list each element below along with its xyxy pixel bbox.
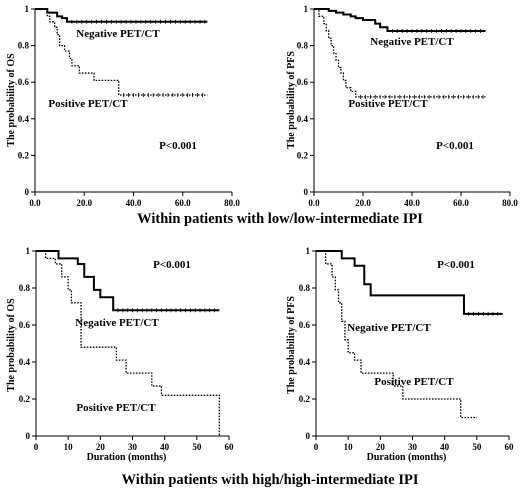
y-tick-label: 0 <box>26 431 31 441</box>
y-tick-label: 0 <box>304 187 309 197</box>
p-value-label: P<0.001 <box>436 140 474 152</box>
x-tick-label: 20.0 <box>76 198 92 208</box>
km-curve-negative <box>314 8 486 32</box>
y-tick-label: 0.6 <box>19 320 31 330</box>
km-curve-positive <box>314 8 486 98</box>
y-tick-label: 0.4 <box>19 357 31 367</box>
series-label-positive: Positive PET/CT <box>374 376 454 388</box>
series-label-positive: Positive PET/CT <box>48 98 128 110</box>
p-value-label: P<0.001 <box>437 259 475 271</box>
x-tick-label: 80.0 <box>502 198 518 208</box>
km-curve-negative <box>316 250 503 315</box>
km-curve-positive <box>36 250 220 436</box>
y-axis-title: The probability of OS <box>6 298 17 392</box>
y-axis-title: The probability of PFS <box>286 51 297 149</box>
y-tick-label: 1 <box>25 4 30 14</box>
y-tick-label: 0.8 <box>18 41 30 51</box>
y-tick-label: 0.4 <box>18 114 30 124</box>
series-label-negative: Negative PET/CT <box>347 322 431 334</box>
series-label-negative: Negative PET/CT <box>370 36 454 48</box>
x-tick-label: 0 <box>314 442 319 452</box>
y-tick-label: 0.2 <box>297 150 309 160</box>
y-tick-label: 1 <box>304 4 309 14</box>
y-tick-label: 1 <box>26 246 31 256</box>
y-tick-label: 1 <box>306 246 311 256</box>
km-curve-negative <box>35 8 208 23</box>
x-tick-label: 40.0 <box>126 198 142 208</box>
y-tick-label: 0.2 <box>299 394 311 404</box>
y-tick-label: 0.2 <box>19 394 31 404</box>
y-axis-title: The probability of OS <box>6 53 17 147</box>
x-tick-label: 0.0 <box>29 198 41 208</box>
x-tick-label: 40 <box>440 442 450 452</box>
series-label-negative: Negative PET/CT <box>75 317 159 329</box>
y-tick-label: 0.6 <box>18 77 30 87</box>
x-tick-label: 60 <box>225 442 235 452</box>
p-value-label: P<0.001 <box>153 259 191 271</box>
chart-top-right: 0 0.2 0.4 0.6 0.8 1 0.0 20.0 40.0 60.0 80.0 The pro… <box>286 4 518 208</box>
y-tick-label: 0.8 <box>297 41 309 51</box>
section-title-top: Within patients with low/low-intermediat… <box>137 211 423 227</box>
x-tick-label: 30 <box>128 442 138 452</box>
x-tick-label: 40 <box>160 442 170 452</box>
y-tick-label: 0 <box>25 187 30 197</box>
x-axis-title: Duration (months) <box>367 452 447 463</box>
x-tick-label: 20.0 <box>355 198 371 208</box>
km-curve-negative <box>36 250 220 312</box>
axis-lines <box>315 251 509 437</box>
x-tick-label: 30 <box>408 442 418 452</box>
y-tick-label: 0.8 <box>19 283 31 293</box>
x-tick-label: 40.0 <box>404 198 420 208</box>
x-tick-label: 20 <box>96 442 106 452</box>
p-value-label: P<0.001 <box>159 140 197 152</box>
x-tick-label: 10 <box>64 442 74 452</box>
x-axis-title: Duration (months) <box>87 452 167 463</box>
x-tick-label: 50 <box>192 442 202 452</box>
km-curve-positive <box>316 250 477 419</box>
x-tick-label: 80.0 <box>224 198 240 208</box>
y-tick-label: 0.2 <box>18 150 30 160</box>
x-tick-label: 0.0 <box>308 198 320 208</box>
x-tick-label: 60 <box>505 442 515 452</box>
y-tick-label: 0.6 <box>299 320 311 330</box>
x-tick-label: 60.0 <box>175 198 191 208</box>
x-tick-label: 0 <box>34 442 39 452</box>
y-tick-label: 0.6 <box>297 77 309 87</box>
series-label-positive: Positive PET/CT <box>348 98 428 110</box>
x-tick-label: 20 <box>376 442 386 452</box>
panels-group: 0 0.2 0.4 0.6 0.8 1 0.0 20.0 40.0 60.0 80.0 The pro… <box>6 4 518 463</box>
km-curve-positive <box>35 8 208 96</box>
y-tick-label: 0.4 <box>297 114 309 124</box>
chart-top-left: 0 0.2 0.4 0.6 0.8 1 0.0 20.0 40.0 60.0 80.0 The pro… <box>6 4 240 208</box>
x-tick-label: 10 <box>344 442 354 452</box>
x-tick-label: 60.0 <box>453 198 469 208</box>
series-label-positive: Positive PET/CT <box>76 402 156 414</box>
y-axis-title: The probability of PFS <box>286 296 297 394</box>
series-label-negative: Negative PET/CT <box>76 28 160 40</box>
y-tick-label: 0.4 <box>299 357 311 367</box>
y-tick-label: 0 <box>306 431 311 441</box>
section-title-bottom: Within patients with high/high-intermedi… <box>121 472 418 488</box>
y-tick-label: 0.8 <box>299 283 311 293</box>
x-tick-label: 50 <box>472 442 482 452</box>
